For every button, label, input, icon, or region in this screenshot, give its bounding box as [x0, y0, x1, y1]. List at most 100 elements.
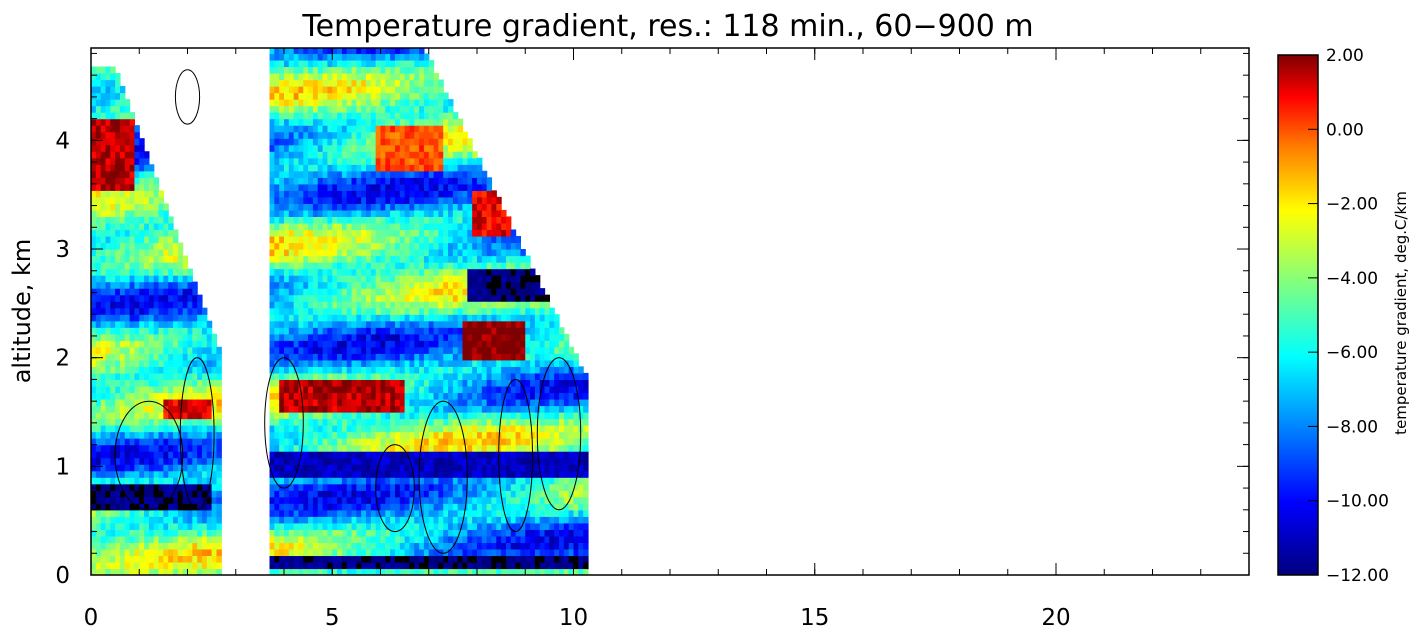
heatmap-cell [327, 483, 333, 491]
heatmap-cell [452, 249, 459, 257]
heatmap-cell [192, 535, 198, 543]
heatmap-cell [351, 216, 357, 224]
heatmap-cell [327, 66, 333, 74]
heatmap-cell [182, 535, 189, 543]
heatmap-cell [351, 438, 357, 446]
heatmap-cell [356, 490, 362, 498]
heatmap-cell [293, 53, 300, 61]
heatmap-cell [293, 281, 300, 289]
heatmap-cell [100, 307, 107, 315]
heatmap-cell [404, 164, 411, 172]
heatmap-cell [284, 333, 290, 341]
heatmap-cell [129, 138, 136, 146]
heatmap-cell [394, 509, 401, 517]
heatmap-cell [356, 144, 362, 152]
heatmap-cell [293, 379, 300, 387]
heatmap-cell [119, 307, 126, 315]
heatmap-cell [91, 496, 97, 504]
heatmap-cell [448, 131, 454, 139]
heatmap-cell [182, 255, 189, 263]
heatmap-cell [105, 483, 111, 491]
heatmap-cell [201, 392, 208, 400]
heatmap-cell [332, 268, 338, 276]
heatmap-cell [91, 216, 97, 224]
heatmap-cell [158, 385, 164, 394]
heatmap-cell [457, 535, 464, 543]
heatmap-cell [293, 288, 300, 296]
heatmap-cell [390, 131, 396, 139]
heatmap-cell [346, 209, 353, 218]
heatmap-cell [361, 405, 367, 413]
heatmap-cell [317, 138, 324, 146]
heatmap-cell [284, 327, 290, 335]
heatmap-cell [428, 425, 435, 433]
heatmap-cell [433, 568, 439, 575]
heatmap-cell [274, 268, 280, 276]
heatmap-cell [173, 288, 179, 296]
heatmap-cell [341, 496, 348, 504]
heatmap-cell [361, 561, 367, 570]
heatmap-cell [414, 203, 420, 211]
heatmap-cell [337, 405, 343, 413]
heatmap-cell [144, 196, 150, 204]
heatmap-cell [423, 275, 430, 283]
heatmap-cell [110, 92, 116, 100]
heatmap-cell [419, 470, 425, 478]
heatmap-cell [341, 503, 348, 511]
heatmap-cell [433, 509, 439, 517]
heatmap-cell [404, 48, 411, 55]
heatmap-cell [385, 516, 391, 524]
heatmap-cell [351, 229, 357, 237]
heatmap-cell [366, 490, 372, 498]
heatmap-cell [100, 86, 107, 94]
heatmap-cell [148, 490, 155, 498]
heatmap-cell [443, 209, 449, 218]
heatmap-cell [148, 516, 155, 524]
heatmap-cell [279, 470, 285, 478]
heatmap-cell [168, 398, 174, 407]
heatmap-cell [129, 451, 136, 459]
heatmap-cell [394, 288, 401, 296]
heatmap-cell [337, 131, 343, 139]
heatmap-cell [322, 320, 329, 328]
heatmap-cell [115, 483, 121, 491]
heatmap-cell [351, 48, 357, 55]
heatmap-cell [144, 568, 150, 575]
heatmap-cell [134, 509, 140, 517]
heatmap-cell [361, 516, 367, 524]
heatmap-cell [327, 307, 333, 315]
heatmap-cell [370, 418, 377, 426]
heatmap-cell [308, 412, 314, 420]
heatmap-cell [351, 333, 357, 341]
heatmap-cell [201, 372, 208, 381]
heatmap-cell [274, 105, 280, 113]
heatmap-cell [293, 542, 300, 550]
heatmap-cell [91, 99, 97, 107]
heatmap-cell [399, 229, 406, 237]
heatmap-cell [201, 320, 208, 328]
heatmap-cell [356, 392, 362, 400]
heatmap-cell [356, 470, 362, 478]
heatmap-cell [105, 72, 111, 81]
heatmap-cell [414, 568, 420, 575]
heatmap-cell [284, 307, 290, 315]
heatmap-cell [303, 222, 309, 231]
heatmap-cell [351, 222, 357, 231]
heatmap-cell [356, 288, 362, 296]
heatmap-cell [366, 444, 372, 452]
heatmap-cell [288, 490, 295, 498]
heatmap-cell [119, 86, 126, 94]
heatmap-cell [100, 359, 107, 367]
heatmap-cell [115, 392, 121, 400]
heatmap-cell [284, 568, 290, 575]
heatmap-cell [308, 379, 314, 387]
heatmap-cell [419, 301, 425, 309]
heatmap-cell [293, 307, 300, 315]
heatmap-cell [390, 196, 396, 204]
heatmap-cell [95, 275, 102, 283]
heatmap-cell [448, 301, 454, 309]
heatmap-cell [409, 490, 415, 498]
heatmap-cell [419, 157, 425, 165]
heatmap-cell [119, 503, 126, 511]
heatmap-cell [419, 568, 425, 575]
